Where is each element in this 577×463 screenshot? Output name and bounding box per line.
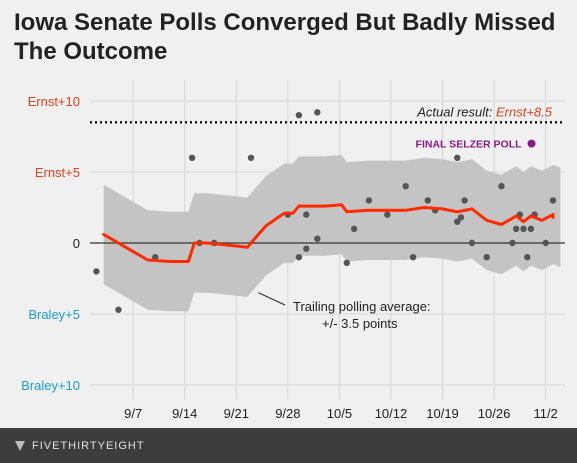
- poll-dot: [303, 211, 310, 218]
- fivethirtyeight-logo-icon: [15, 440, 25, 451]
- poll-dot: [350, 225, 358, 232]
- poll-dot: [457, 214, 465, 221]
- poll-dot: [295, 254, 303, 261]
- poll-dot: [454, 154, 461, 161]
- band-annotation-line2: +/- 3.5 points: [322, 316, 398, 331]
- poll-dot: [498, 183, 505, 190]
- poll-dot: [365, 197, 373, 204]
- x-tick-label: 10/12: [375, 406, 408, 421]
- uncertainty-band: [103, 155, 561, 312]
- poll-dot: [402, 183, 409, 190]
- poll-dot: [343, 259, 350, 267]
- polling-average-line: [102, 203, 555, 263]
- poll-dot: [483, 254, 490, 261]
- poll-dot: [384, 211, 391, 218]
- x-tick-label: 10/19: [426, 406, 459, 421]
- x-tick-label: 10/5: [327, 406, 352, 421]
- actual-result-value: Ernst+8.5: [496, 104, 553, 119]
- selzer-poll-dot: [527, 139, 536, 148]
- poll-dot: [93, 268, 100, 275]
- poll-dot: [527, 225, 535, 232]
- poll-dot: [314, 109, 321, 116]
- band-annotation-line1: Trailing polling average:: [293, 299, 431, 314]
- y-tick-label: 0: [73, 236, 80, 251]
- x-tick-label: 9/7: [124, 406, 142, 421]
- poll-dot: [314, 235, 321, 242]
- x-tick-label: 11/2: [533, 406, 557, 421]
- selzer-poll-label: FINAL SELZER POLL: [416, 139, 523, 151]
- y-tick-label: Braley+10: [21, 378, 80, 393]
- poll-dot: [512, 225, 520, 232]
- chart-svg: Actual result: Ernst+8.5 FINAL SELZER POL…: [21, 80, 565, 421]
- chart-title: Iowa Senate Polls Converged But Badly Mi…: [14, 9, 556, 65]
- poll-dot: [509, 239, 516, 247]
- poll-dot: [152, 254, 159, 261]
- x-tick-label: 9/14: [172, 406, 197, 421]
- footer-bar: FIVETHIRTYEIGHT: [0, 428, 577, 463]
- poll-dot: [303, 245, 310, 252]
- y-tick-label: Ernst+5: [35, 165, 80, 180]
- x-tick-label: 10/26: [478, 406, 511, 421]
- poll-dot: [247, 154, 255, 161]
- x-tick-label: 9/21: [224, 406, 249, 421]
- poll-dot: [549, 197, 557, 204]
- poll-dot: [542, 239, 549, 247]
- actual-result-prefix: Actual result:: [416, 104, 496, 119]
- band-annotation-leader: [258, 292, 286, 306]
- poll-dot: [115, 306, 122, 313]
- poll-dot: [454, 218, 461, 225]
- poll-dot: [524, 254, 531, 261]
- poll-dot: [520, 225, 527, 232]
- y-tick-label: Ernst+10: [28, 94, 80, 109]
- poll-dot: [461, 197, 468, 204]
- poll-dot: [424, 197, 431, 204]
- poll-dot: [188, 154, 196, 161]
- poll-dot: [409, 254, 417, 261]
- y-tick-label: Braley+5: [28, 307, 80, 322]
- footer-brand: FIVETHIRTYEIGHT: [32, 439, 145, 452]
- poll-dot: [468, 239, 476, 247]
- actual-result-label: Actual result: Ernst+8.5: [416, 104, 553, 119]
- poll-dot: [295, 112, 303, 119]
- x-tick-label: 9/28: [275, 406, 300, 421]
